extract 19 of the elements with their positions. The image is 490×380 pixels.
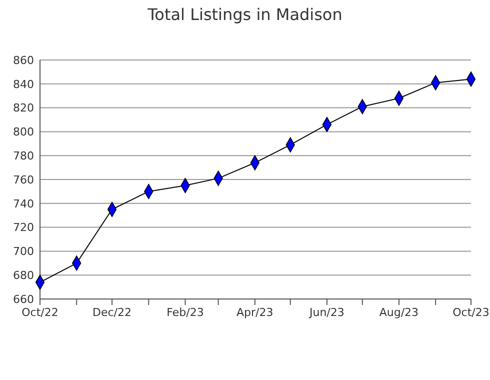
x-tick-label: Apr/23 [236, 306, 274, 319]
y-tick-label: 720 [13, 221, 34, 234]
y-tick-label: 840 [13, 78, 34, 91]
chart-title: Total Listings in Madison [146, 5, 342, 24]
x-tick-label: Dec/22 [92, 306, 132, 319]
y-tick-label: 760 [13, 173, 34, 186]
y-tick-label: 740 [13, 197, 34, 210]
y-tick-label: 680 [13, 268, 34, 282]
y-tick-label: 860 [13, 54, 34, 67]
x-tick-label: Jun/23 [308, 306, 344, 319]
y-tick-label: 820 [13, 102, 34, 115]
y-tick-label: 700 [13, 245, 34, 258]
x-tick-label: Oct/22 [22, 306, 58, 319]
x-tick-label: Feb/23 [166, 306, 204, 319]
x-tick-label: Aug/23 [379, 306, 419, 319]
y-tick-label: 800 [13, 126, 34, 139]
y-tick-label: 660 [13, 292, 34, 306]
y-tick-label: 780 [13, 149, 34, 162]
x-tick-label: Oct/23 [452, 306, 490, 319]
